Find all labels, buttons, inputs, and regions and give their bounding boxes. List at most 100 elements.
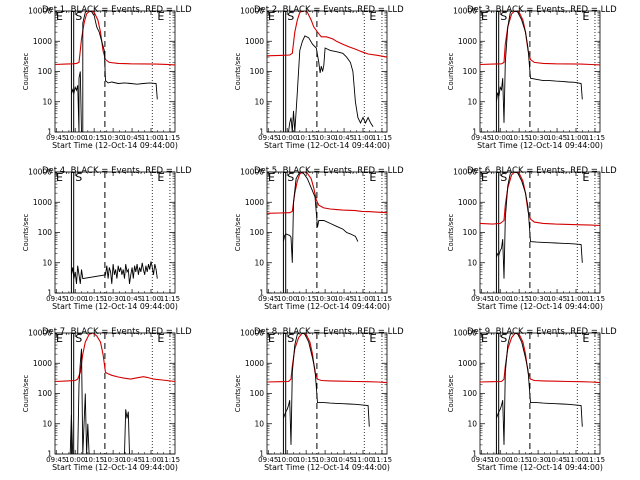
x-axis-label: Start Time (12-Oct-14 09:44:00) — [477, 302, 603, 311]
x-tick-label: 11:00 — [141, 134, 161, 142]
x-tick-label: 10:15 — [296, 295, 316, 303]
y-tick-label: 10000 — [28, 7, 52, 16]
x-tick-label: 11:15 — [372, 295, 392, 303]
y-tick-label: 10000 — [453, 168, 477, 177]
y-tick-label: 10 — [467, 97, 477, 106]
panel-det-4: 1 10 100 1000 10000 09:4510:0010:1510:3010:45… — [22, 166, 192, 311]
lld-rate-line — [480, 333, 600, 384]
y-axis-label: Counts/sec — [234, 375, 242, 413]
x-tick-label: 10:45 — [122, 134, 142, 142]
y-tick-label: 100 — [463, 67, 478, 76]
x-tick-label: 10:30 — [103, 295, 123, 303]
marker-label: S — [287, 10, 294, 23]
x-tick-label: 09:45 — [471, 134, 491, 142]
x-tick-label: 10:45 — [122, 295, 142, 303]
x-tick-label: 10:00 — [65, 456, 85, 464]
x-tick-label: 10:30 — [103, 134, 123, 142]
x-tick-label: 10:45 — [334, 456, 354, 464]
plot-frame — [266, 332, 388, 455]
panel-title: Det 7, BLACK = Events, RED = LLD — [42, 327, 192, 337]
panel-title: Det 3, BLACK = Events, RED = LLD — [467, 5, 617, 15]
x-tick-label: 11:00 — [566, 134, 586, 142]
y-tick-label: 1000 — [245, 198, 264, 207]
panel-title: Det 5, BLACK = Events, RED = LLD — [254, 166, 404, 176]
x-tick-label: 11:15 — [585, 134, 605, 142]
x-tick-label: 09:45 — [258, 134, 278, 142]
y-tick-label: 10 — [254, 419, 264, 428]
x-tick-label: 10:15 — [509, 134, 529, 142]
marker-label: E — [369, 332, 376, 345]
y-axis-label: Counts/sec — [447, 53, 455, 91]
marker-label: E — [56, 10, 63, 23]
panel-det-6: 1 10 100 1000 10000 09:4510:0010:1510:3010:45… — [447, 166, 617, 311]
x-tick-label: 10:30 — [315, 134, 335, 142]
y-tick-label: 1000 — [458, 37, 477, 46]
plot-frame — [54, 332, 176, 455]
x-tick-label: 10:15 — [84, 456, 104, 464]
x-axis-label: Start Time (12-Oct-14 09:44:00) — [477, 141, 603, 150]
x-tick-label: 09:45 — [258, 456, 278, 464]
x-axis-label: Start Time (12-Oct-14 09:44:00) — [264, 463, 390, 472]
marker-label: E — [582, 332, 589, 345]
y-tick-label: 1000 — [245, 37, 264, 46]
x-tick-label: 10:00 — [65, 134, 85, 142]
event-rate-line — [495, 172, 583, 279]
y-tick-label: 10 — [42, 419, 52, 428]
marker-label: S — [287, 332, 294, 345]
x-tick-label: 10:15 — [84, 295, 104, 303]
x-tick-label: 09:45 — [46, 295, 66, 303]
y-tick-label: 100 — [250, 67, 265, 76]
y-tick-label: 1000 — [33, 198, 52, 207]
marker-label: E — [481, 332, 488, 345]
plot-frame — [479, 171, 601, 294]
x-tick-label: 11:00 — [141, 456, 161, 464]
marker-label: S — [500, 10, 507, 23]
x-axis-label: Start Time (12-Oct-14 09:44:00) — [264, 302, 390, 311]
x-tick-label: 10:30 — [528, 456, 548, 464]
x-tick-label: 11:00 — [353, 456, 373, 464]
x-tick-label: 10:00 — [65, 295, 85, 303]
event-rate-line — [495, 333, 583, 445]
event-rate-line — [69, 348, 130, 454]
x-tick-label: 09:45 — [46, 134, 66, 142]
marker-label: E — [268, 171, 275, 184]
y-tick-label: 1000 — [245, 359, 264, 368]
y-tick-label: 10 — [467, 258, 477, 267]
x-tick-label: 10:00 — [277, 295, 297, 303]
x-axis-label: Start Time (12-Oct-14 09:44:00) — [52, 463, 178, 472]
marker-label: S — [75, 332, 82, 345]
x-tick-label: 10:30 — [103, 456, 123, 464]
x-tick-label: 10:15 — [296, 134, 316, 142]
y-tick-label: 10000 — [453, 329, 477, 338]
y-tick-label: 100 — [38, 228, 53, 237]
panel-det-1: 1 10 100 1000 10000 09:4510:0010:1510:3010:45… — [22, 5, 192, 150]
x-tick-label: 11:15 — [160, 295, 180, 303]
y-tick-label: 10 — [254, 258, 264, 267]
x-tick-label: 10:00 — [277, 134, 297, 142]
y-tick-label: 1 — [472, 289, 477, 298]
y-tick-label: 1 — [259, 450, 264, 459]
y-tick-label: 10000 — [28, 168, 52, 177]
lld-rate-line — [267, 11, 387, 58]
x-tick-label: 11:00 — [353, 134, 373, 142]
y-tick-label: 100 — [250, 228, 265, 237]
x-tick-label: 09:45 — [471, 456, 491, 464]
x-tick-label: 11:15 — [160, 134, 180, 142]
x-axis-label: Start Time (12-Oct-14 09:44:00) — [264, 141, 390, 150]
x-tick-label: 09:45 — [46, 456, 66, 464]
event-rate-line — [288, 35, 374, 132]
event-rate-line — [70, 11, 158, 132]
marker-label: E — [56, 171, 63, 184]
x-tick-label: 10:30 — [315, 295, 335, 303]
x-tick-label: 10:15 — [509, 456, 529, 464]
y-tick-label: 10 — [467, 419, 477, 428]
panel-det-2: 1 10 100 1000 10000 09:4510:0010:1510:3010:45… — [234, 5, 404, 150]
marker-label: E — [157, 332, 164, 345]
panel-title: Det 2, BLACK = Events, RED = LLD — [254, 5, 404, 15]
x-axis-label: Start Time (12-Oct-14 09:44:00) — [477, 463, 603, 472]
x-axis-label: Start Time (12-Oct-14 09:44:00) — [52, 302, 178, 311]
marker-label: E — [481, 10, 488, 23]
x-tick-label: 10:45 — [547, 456, 567, 464]
x-tick-label: 10:45 — [334, 295, 354, 303]
x-tick-label: 11:15 — [585, 456, 605, 464]
